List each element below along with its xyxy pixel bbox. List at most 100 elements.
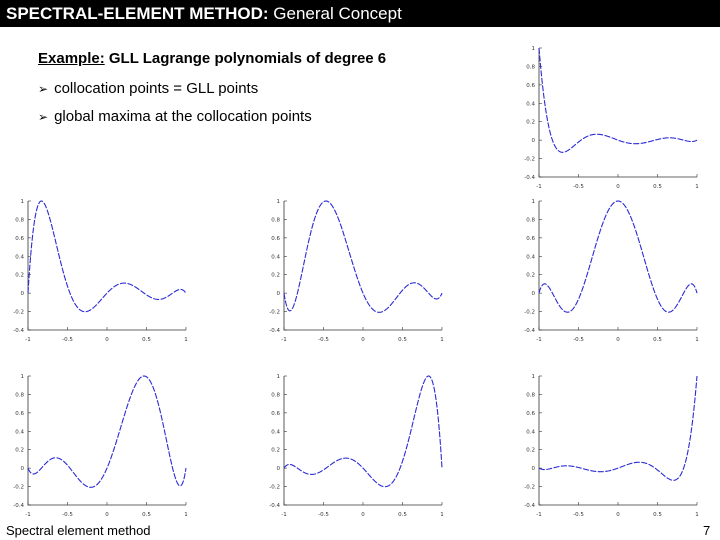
y-tick-label: 0.2 bbox=[526, 273, 535, 279]
y-tick-label: 0 bbox=[532, 138, 536, 144]
y-tick-label: 1 bbox=[277, 374, 281, 380]
y-tick-label: -0.4 bbox=[524, 328, 535, 334]
x-tick-label: -1 bbox=[536, 512, 541, 518]
plot-svg: 1 0.8 0.6 0.4 0.2 0 -0.2 -0.4-1 -0.5 0 0.5 1 bbox=[269, 199, 444, 343]
y-tick-label: -0.4 bbox=[13, 328, 24, 334]
x-tick-label: -0.5 bbox=[573, 337, 584, 343]
x-tick-label: 1 bbox=[695, 184, 699, 190]
y-tick-label: 1 bbox=[21, 199, 25, 205]
plot-svg: 1 0.8 0.6 0.4 0.2 0 -0.2 -0.4-1 -0.5 0 0.5 1 bbox=[13, 374, 188, 518]
axis-frame bbox=[283, 376, 442, 506]
y-tick-label: 0.6 bbox=[526, 83, 535, 89]
y-tick-label: 1 bbox=[532, 374, 536, 380]
lagrange-plot-2: 1 0.8 0.6 0.4 0.2 0 -0.2 -0.4 -1 -0.5 0 0.5 1 bbox=[256, 195, 444, 350]
footer-label: Spectral element method bbox=[6, 523, 151, 538]
lagrange-plot-3: 1 0.8 0.6 0.4 0.2 0 -0.2 -0.4 -1 -0.5 0 0.5 1 bbox=[511, 195, 699, 350]
x-tick-label: -0.5 bbox=[318, 512, 329, 518]
x-tick-label: 0 bbox=[105, 512, 109, 518]
x-tick-label: 0.5 bbox=[398, 337, 407, 343]
y-tick-label: 0 bbox=[532, 466, 536, 472]
y-tick-label: -0.4 bbox=[269, 503, 280, 509]
y-tick-label: 0.6 bbox=[526, 411, 535, 417]
y-tick-label: 0.6 bbox=[15, 411, 24, 417]
x-tick-label: 0.5 bbox=[653, 184, 662, 190]
bullet-text: global maxima at the collocation points bbox=[54, 108, 312, 125]
y-tick-label: 0.4 bbox=[526, 429, 535, 435]
y-tick-label: -0.2 bbox=[13, 310, 24, 316]
x-tick-label: 1 bbox=[440, 337, 444, 343]
lagrange-curve bbox=[538, 375, 698, 481]
axis-frame bbox=[538, 48, 697, 178]
example-text: GLL Lagrange polynomials of degree 6 bbox=[104, 50, 387, 67]
y-tick-label: 0.4 bbox=[526, 101, 535, 107]
lagrange-curve bbox=[27, 375, 187, 488]
y-tick-label: 0.6 bbox=[271, 236, 280, 242]
y-tick-label: -0.2 bbox=[269, 310, 280, 316]
y-tick-label: 0 bbox=[277, 291, 281, 297]
x-tick-label: -0.5 bbox=[62, 337, 73, 343]
y-tick-label: -0.2 bbox=[13, 485, 24, 491]
page-number: 7 bbox=[703, 523, 711, 538]
lagrange-plot-6: 1 0.8 0.6 0.4 0.2 0 -0.2 -0.4 -1 -0.5 0 0.5 1 bbox=[511, 370, 699, 525]
bullet-text: collocation points = GLL points bbox=[54, 80, 259, 97]
axis-frame bbox=[538, 376, 697, 506]
x-tick-label: -0.5 bbox=[62, 512, 73, 518]
plot-svg: 1 0.8 0.6 0.4 0.2 0 -0.2 -0.4-1 -0.5 0 0.5 1 bbox=[269, 374, 444, 518]
plot-svg: 1 0.8 0.6 0.4 0.2 0 -0.2 -0.4-1 -0.5 0 0.5 1 bbox=[524, 374, 698, 518]
y-tick-label: 0.6 bbox=[15, 236, 24, 242]
y-tick-label: 0.8 bbox=[15, 392, 24, 398]
x-tick-label: 0.5 bbox=[653, 337, 662, 343]
slide-header: SPECTRAL-ELEMENT METHOD: General Concept bbox=[0, 0, 720, 27]
x-tick-label: -1 bbox=[536, 184, 541, 190]
x-tick-label: 0.5 bbox=[398, 512, 407, 518]
lagrange-curve bbox=[27, 200, 187, 313]
plot-svg: 1 0.8 0.6 0.4 0.2 0 -0.2 -0.4-1 -0.5 0 0.5 1 bbox=[524, 46, 699, 190]
x-tick-label: -0.5 bbox=[573, 184, 584, 190]
x-tick-label: 0 bbox=[616, 184, 620, 190]
y-tick-label: 0 bbox=[532, 291, 536, 297]
bullet-item: ➢ collocation points = GLL points bbox=[38, 80, 258, 97]
lagrange-curve bbox=[538, 200, 698, 313]
header-title-rest: General Concept bbox=[268, 4, 402, 23]
x-tick-label: -0.5 bbox=[318, 337, 329, 343]
x-tick-label: -1 bbox=[25, 337, 30, 343]
y-tick-label: 0.2 bbox=[271, 448, 280, 454]
y-tick-label: 0.8 bbox=[271, 217, 280, 223]
x-tick-label: -1 bbox=[25, 512, 30, 518]
example-label: Example: bbox=[38, 50, 105, 67]
y-tick-label: -0.4 bbox=[524, 175, 535, 181]
bullet-item: ➢ global maxima at the collocation points bbox=[38, 108, 312, 125]
y-tick-label: 1 bbox=[277, 199, 281, 205]
x-tick-label: 0.5 bbox=[142, 337, 151, 343]
y-tick-label: 0 bbox=[277, 466, 281, 472]
y-tick-label: 0 bbox=[21, 466, 25, 472]
lagrange-curve bbox=[283, 375, 443, 488]
x-tick-label: -1 bbox=[281, 337, 286, 343]
x-tick-label: 0 bbox=[616, 337, 620, 343]
lagrange-plot-0: 1 0.8 0.6 0.4 0.2 0 -0.2 -0.4 -1 -0.5 0 0.5 1 bbox=[511, 42, 699, 197]
y-tick-label: 0.2 bbox=[526, 448, 535, 454]
y-tick-label: 1 bbox=[532, 46, 536, 52]
x-tick-label: 0 bbox=[361, 337, 365, 343]
y-tick-label: 0.4 bbox=[271, 254, 280, 260]
x-tick-label: 0 bbox=[361, 512, 365, 518]
y-tick-label: -0.4 bbox=[269, 328, 280, 334]
y-tick-label: 0.4 bbox=[526, 254, 535, 260]
y-tick-label: 0.6 bbox=[271, 411, 280, 417]
header-title-bold: SPECTRAL-ELEMENT METHOD: bbox=[6, 4, 269, 23]
arrow-bullet-icon: ➢ bbox=[38, 82, 49, 96]
y-tick-label: 0.2 bbox=[271, 273, 280, 279]
x-tick-label: 1 bbox=[184, 512, 188, 518]
y-tick-label: 0.8 bbox=[526, 64, 535, 70]
y-tick-label: 0.8 bbox=[526, 392, 535, 398]
y-tick-label: 0.4 bbox=[15, 254, 24, 260]
x-tick-label: 0 bbox=[616, 512, 620, 518]
x-tick-label: 1 bbox=[440, 512, 444, 518]
lagrange-plot-1: 1 0.8 0.6 0.4 0.2 0 -0.2 -0.4 -1 -0.5 0 0.5 1 bbox=[0, 195, 188, 350]
y-tick-label: -0.2 bbox=[524, 157, 535, 163]
x-tick-label: 0 bbox=[105, 337, 109, 343]
x-tick-label: 0.5 bbox=[653, 512, 662, 518]
y-tick-label: 0.4 bbox=[15, 429, 24, 435]
x-tick-label: 1 bbox=[184, 337, 188, 343]
y-tick-label: 0.8 bbox=[271, 392, 280, 398]
